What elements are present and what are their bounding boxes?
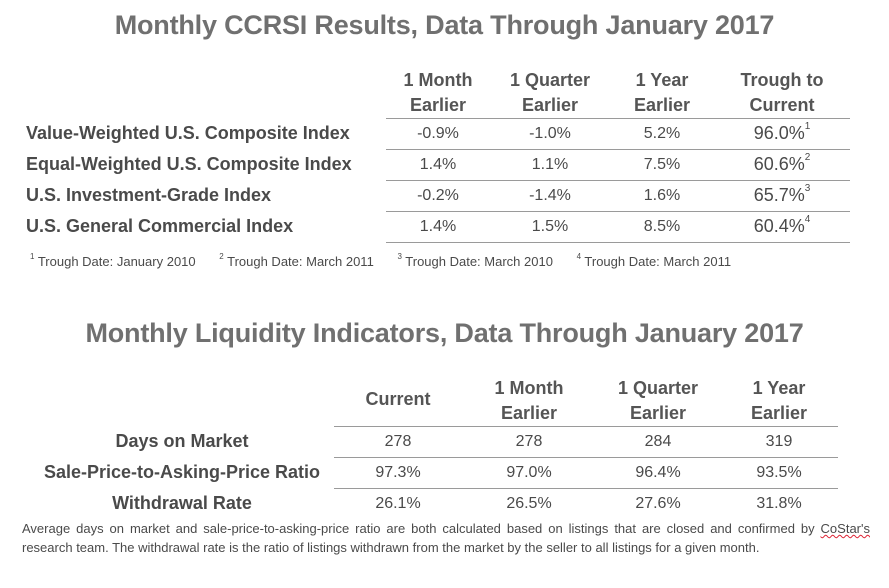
cell-1y: 31.8% — [720, 487, 838, 519]
liquidity-header-current: Current — [365, 389, 431, 410]
liquidity-header-1y: 1 Year Earlier — [750, 377, 808, 423]
liquidity-header-1m: 1 Month Earlier — [494, 377, 564, 423]
ccrsi-header-row: 1 Month Earlier 1 Quarter Earlier 1 Year Ea… — [26, 66, 850, 118]
cell-1q: -1.4% — [490, 179, 610, 211]
cell-1y: 93.5% — [720, 456, 838, 488]
row-label: Equal-Weighted U.S. Composite Index — [26, 154, 352, 174]
cell-1y: 8.5% — [610, 210, 714, 243]
ccrsi-table: 1 Month Earlier 1 Quarter Earlier 1 Year Ea… — [26, 66, 850, 243]
cell-1m: 26.5% — [462, 487, 596, 519]
liquidity-title: Monthly Liquidity Indicators, Data Throu… — [85, 318, 804, 348]
cell-current: 97.3% — [334, 456, 462, 488]
row-label: Value-Weighted U.S. Composite Index — [26, 123, 350, 143]
cell-1q: 1.5% — [490, 210, 610, 243]
ccrsi-header-1q: 1 Quarter Earlier — [509, 69, 591, 115]
cell-1q: 284 — [596, 425, 720, 457]
cell-1q: 96.4% — [596, 456, 720, 488]
table-row: Withdrawal Rate 26.1% 26.5% 27.6% 31.8% — [30, 487, 838, 519]
cell-1m: 1.4% — [386, 210, 490, 243]
cell-1m: -0.9% — [386, 117, 490, 149]
cell-1m: -0.2% — [386, 179, 490, 211]
cell-1q: 1.1% — [490, 148, 610, 180]
table-row: Days on Market 278 278 284 319 — [30, 425, 838, 457]
cell-1y: 5.2% — [610, 117, 714, 149]
ccrsi-header-1m: 1 Month Earlier — [403, 69, 473, 115]
liquidity-table: Current 1 Month Earlier 1 Quarter Earlier … — [30, 374, 838, 519]
cell-1y: 319 — [720, 425, 838, 457]
table-row: U.S. Investment-Grade Index -0.2% -1.4% … — [26, 179, 850, 211]
table-row: Value-Weighted U.S. Composite Index -0.9… — [26, 117, 850, 149]
cell-1m: 97.0% — [462, 456, 596, 488]
trough-date-notes: 1 Trough Date: January 2010 2 Trough Dat… — [30, 252, 751, 269]
cell-1q: 27.6% — [596, 487, 720, 519]
cell-trough: 96.0%1 — [714, 117, 850, 149]
note-3: 3 Trough Date: March 2010 — [397, 252, 553, 269]
note-2: 2 Trough Date: March 2011 — [219, 252, 374, 269]
cell-1q: -1.0% — [490, 117, 610, 149]
cell-1m: 278 — [462, 425, 596, 457]
ccrsi-header-1y: 1 Year Earlier — [633, 69, 691, 115]
note-4: 4 Trough Date: March 2011 — [576, 252, 732, 269]
cell-1y: 1.6% — [610, 179, 714, 211]
cell-current: 278 — [334, 425, 462, 457]
cell-trough: 65.7%3 — [714, 179, 850, 211]
cell-1m: 1.4% — [386, 148, 490, 180]
row-label: Withdrawal Rate — [112, 492, 252, 513]
cell-current: 26.1% — [334, 487, 462, 519]
table-row: Sale-Price-to-Asking-Price Ratio 97.3% 9… — [30, 456, 838, 488]
cell-trough: 60.4%4 — [714, 210, 850, 243]
cell-1y: 7.5% — [610, 148, 714, 180]
liquidity-header-row: Current 1 Month Earlier 1 Quarter Earlier … — [30, 374, 838, 426]
table-row: U.S. General Commercial Index 1.4% 1.5% … — [26, 210, 850, 243]
cell-trough: 60.6%2 — [714, 148, 850, 180]
ccrsi-title: Monthly CCRSI Results, Data Through Janu… — [114, 10, 775, 40]
row-label: U.S. General Commercial Index — [26, 216, 294, 236]
ccrsi-header-trough: Trough to Current — [740, 69, 824, 115]
note-1: 1 Trough Date: January 2010 — [30, 252, 196, 269]
row-label: Sale-Price-to-Asking-Price Ratio — [43, 462, 321, 482]
brand-name: CoStar's — [820, 521, 870, 536]
methodology-footnote: Average days on market and sale-price-to… — [22, 521, 870, 555]
row-label: U.S. Investment-Grade Index — [26, 185, 272, 205]
table-row: Equal-Weighted U.S. Composite Index 1.4%… — [26, 148, 850, 180]
row-label: Days on Market — [115, 431, 249, 451]
liquidity-header-1q: 1 Quarter Earlier — [617, 377, 699, 423]
